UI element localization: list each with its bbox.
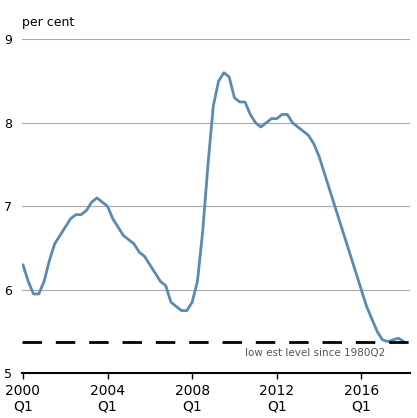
Text: per cent: per cent — [22, 16, 74, 29]
Text: low est level since 1980Q2: low est level since 1980Q2 — [245, 348, 385, 358]
